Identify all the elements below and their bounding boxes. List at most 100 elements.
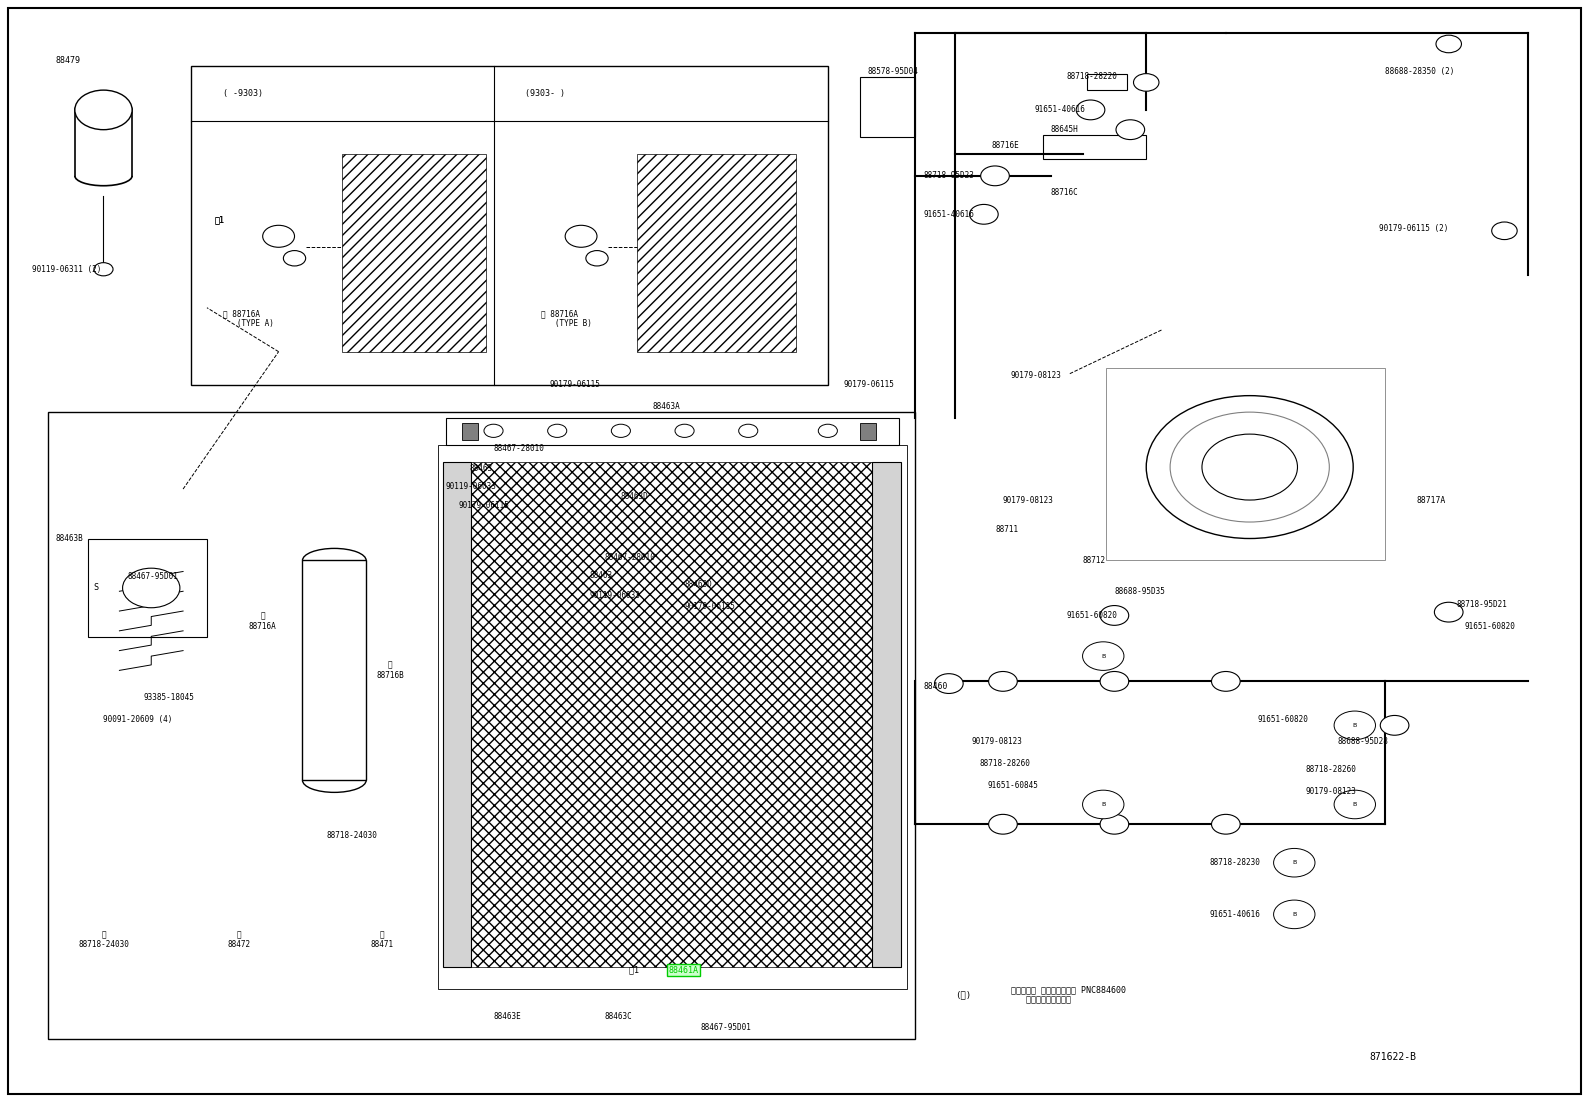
Text: 88463: 88463 bbox=[470, 464, 494, 473]
Text: ※1: ※1 bbox=[629, 966, 643, 975]
Text: ※1: ※1 bbox=[215, 215, 224, 224]
Text: 91651-60820: 91651-60820 bbox=[1067, 611, 1118, 620]
Text: 88717A: 88717A bbox=[1417, 496, 1446, 504]
Circle shape bbox=[1436, 35, 1461, 53]
Text: 91651-40616: 91651-40616 bbox=[1210, 910, 1261, 919]
Circle shape bbox=[1492, 222, 1517, 240]
Bar bbox=[860, 77, 915, 137]
Text: 90179-06115: 90179-06115 bbox=[685, 602, 736, 611]
Text: B: B bbox=[1353, 802, 1356, 807]
Text: B: B bbox=[1293, 861, 1296, 865]
Text: 90179-06115: 90179-06115 bbox=[844, 380, 895, 389]
Text: 88688-28350 (2): 88688-28350 (2) bbox=[1385, 67, 1455, 76]
Text: S: S bbox=[92, 584, 99, 592]
Text: 90179-08123: 90179-08123 bbox=[1305, 787, 1356, 796]
Bar bbox=[48, 412, 915, 1039]
Circle shape bbox=[123, 568, 180, 608]
Text: ※ 88716A
   (TYPE A): ※ 88716A (TYPE A) bbox=[223, 309, 274, 329]
Text: 88716C: 88716C bbox=[1051, 188, 1078, 197]
Text: ※
88472: ※ 88472 bbox=[228, 930, 250, 950]
Text: 88718-24030: 88718-24030 bbox=[326, 831, 377, 840]
Text: ※ディーラ オプション及は PNC884600
   備考にありません。: ※ディーラ オプション及は PNC884600 備考にありません。 bbox=[1011, 985, 1126, 1004]
Circle shape bbox=[981, 166, 1009, 186]
Circle shape bbox=[675, 424, 694, 437]
Text: 871622-B: 871622-B bbox=[1369, 1052, 1417, 1063]
Text: 91651-40616: 91651-40616 bbox=[1035, 106, 1086, 114]
Bar bbox=[191, 66, 828, 385]
Text: ※ 88716A
   (TYPE B): ※ 88716A (TYPE B) bbox=[541, 309, 592, 329]
Text: 88463E: 88463E bbox=[494, 1012, 521, 1021]
Text: 88467-95D01: 88467-95D01 bbox=[700, 1023, 751, 1032]
Text: 88718-95D23: 88718-95D23 bbox=[923, 171, 974, 180]
Bar bbox=[470, 462, 876, 967]
Circle shape bbox=[1434, 602, 1463, 622]
Circle shape bbox=[1146, 396, 1353, 539]
Text: 88463: 88463 bbox=[589, 571, 613, 580]
Text: 88718-28260: 88718-28260 bbox=[1305, 765, 1356, 774]
Circle shape bbox=[611, 424, 630, 437]
Bar bbox=[637, 154, 796, 352]
Text: 88467-95D01: 88467-95D01 bbox=[127, 573, 178, 581]
Text: 88463D: 88463D bbox=[621, 492, 648, 501]
Bar bbox=[302, 560, 366, 780]
Text: 88463D: 88463D bbox=[685, 580, 712, 589]
Circle shape bbox=[1212, 671, 1240, 691]
Circle shape bbox=[1334, 790, 1375, 819]
Text: 90179-06115 (2): 90179-06115 (2) bbox=[1379, 224, 1449, 233]
Text: B: B bbox=[1353, 723, 1356, 728]
Bar bbox=[443, 462, 471, 967]
Text: ※
88716A: ※ 88716A bbox=[248, 611, 277, 631]
Text: 88645H: 88645H bbox=[1051, 125, 1078, 134]
Circle shape bbox=[484, 424, 503, 437]
Text: (注): (注) bbox=[955, 990, 971, 999]
Circle shape bbox=[1274, 848, 1315, 877]
Circle shape bbox=[970, 204, 998, 224]
Text: ※
88718-24030: ※ 88718-24030 bbox=[78, 930, 129, 950]
Circle shape bbox=[1274, 900, 1315, 929]
Circle shape bbox=[75, 90, 132, 130]
Text: 88460: 88460 bbox=[923, 682, 947, 691]
Text: 88712: 88712 bbox=[1083, 556, 1106, 565]
Circle shape bbox=[1212, 814, 1240, 834]
Circle shape bbox=[1280, 904, 1309, 924]
Bar bbox=[438, 445, 907, 989]
Text: 88479: 88479 bbox=[56, 56, 81, 65]
Text: 88461A: 88461A bbox=[669, 966, 699, 975]
Text: 88718-28260: 88718-28260 bbox=[979, 759, 1030, 768]
Circle shape bbox=[283, 251, 306, 266]
Text: 90119-06033: 90119-06033 bbox=[589, 591, 640, 600]
Text: 88688-95D28: 88688-95D28 bbox=[1337, 737, 1388, 746]
Bar bbox=[1043, 135, 1146, 159]
Text: 88467-28010: 88467-28010 bbox=[494, 444, 544, 453]
Bar bbox=[872, 462, 901, 967]
Circle shape bbox=[989, 814, 1017, 834]
Circle shape bbox=[1380, 715, 1409, 735]
Bar bbox=[446, 418, 899, 445]
Text: B: B bbox=[1293, 912, 1296, 917]
Text: 88718-28230: 88718-28230 bbox=[1210, 858, 1261, 867]
Text: 90119-06311 (2): 90119-06311 (2) bbox=[32, 265, 102, 274]
Text: 88463A: 88463A bbox=[653, 402, 680, 411]
Text: 88718-28220: 88718-28220 bbox=[1067, 73, 1118, 81]
Text: 90179-06115: 90179-06115 bbox=[458, 501, 509, 510]
Circle shape bbox=[548, 424, 567, 437]
Circle shape bbox=[586, 251, 608, 266]
Text: 88463C: 88463C bbox=[605, 1012, 632, 1021]
Circle shape bbox=[1116, 120, 1145, 140]
Circle shape bbox=[1100, 814, 1129, 834]
Text: 90091-20609 (4): 90091-20609 (4) bbox=[103, 715, 174, 724]
Circle shape bbox=[1170, 412, 1329, 522]
Text: 93385-18045: 93385-18045 bbox=[143, 693, 194, 702]
Text: 88711: 88711 bbox=[995, 525, 1019, 534]
Text: 90179-08123: 90179-08123 bbox=[971, 737, 1022, 746]
Bar bbox=[88, 539, 207, 637]
Circle shape bbox=[989, 671, 1017, 691]
Circle shape bbox=[1134, 74, 1159, 91]
Circle shape bbox=[739, 424, 758, 437]
Circle shape bbox=[1076, 100, 1105, 120]
Text: 91651-60845: 91651-60845 bbox=[987, 781, 1038, 790]
Text: 91651-40616: 91651-40616 bbox=[923, 210, 974, 219]
Circle shape bbox=[935, 674, 963, 693]
Text: 88578-95D04: 88578-95D04 bbox=[868, 67, 919, 76]
Text: 88688-95D35: 88688-95D35 bbox=[1114, 587, 1165, 596]
